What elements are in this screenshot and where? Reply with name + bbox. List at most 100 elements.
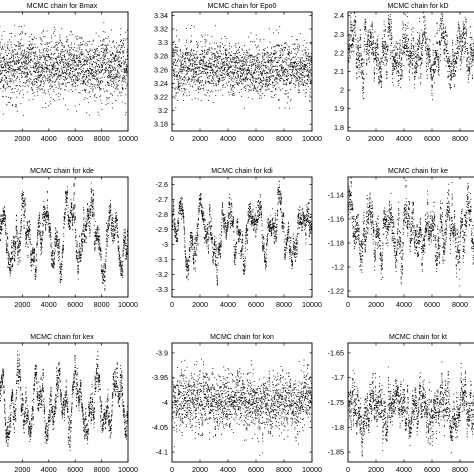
sample-point [218,83,220,85]
sample-point [380,65,382,67]
sample-point [207,50,209,52]
sample-point [31,38,33,40]
sample-point [92,57,94,59]
sample-point [255,88,257,90]
sample-point [85,71,87,73]
sample-point [20,32,21,34]
sample-point [390,58,392,59]
sample-point [291,71,293,73]
sample-point [177,81,179,83]
sample-point [404,33,406,35]
sample-point [250,72,252,74]
sample-point [40,84,42,86]
sample-point [109,54,111,56]
sample-point [404,44,406,45]
sample-point [227,64,229,66]
sample-point [283,71,284,73]
sample-point [88,78,90,80]
sample-point [306,92,307,94]
sample-point [58,84,60,86]
sample-point [7,64,9,66]
sample-point [5,67,7,69]
sample-point [299,78,300,80]
sample-point [103,51,105,53]
sample-point [62,69,63,71]
sample-point [268,72,270,74]
sample-point [1,72,3,74]
sample-point [410,51,412,53]
sample-point [67,82,69,83]
sample-point [83,89,85,91]
sample-point [122,60,124,62]
sample-point [178,85,180,87]
sample-point [404,48,406,50]
sample-point [93,51,95,53]
sample-point [260,85,262,87]
sample-point [195,84,197,85]
sample-point [305,64,307,66]
sample-point [118,44,120,46]
sample-point [119,64,121,66]
sample-point [384,41,386,43]
sample-point [230,85,231,87]
sample-point [59,62,61,63]
sample-point [207,53,209,55]
sample-point [29,71,31,72]
sample-point [44,67,46,68]
sample-point [393,61,395,62]
sample-point [33,57,35,59]
sample-point [253,72,255,74]
sample-point [300,63,302,65]
sample-point [253,71,255,73]
sample-point [273,66,275,67]
sample-point [375,52,377,53]
sample-point [110,53,112,55]
sample-point [121,86,123,88]
sample-point [45,77,47,79]
sample-point [228,56,229,58]
sample-point [256,71,257,73]
sample-point [387,46,389,48]
sample-point [296,76,298,78]
sample-point [197,77,199,79]
sample-point [266,46,268,48]
sample-point [52,68,54,70]
sample-point [26,56,27,58]
sample-point [69,49,71,51]
sample-point [408,62,410,64]
sample-point [206,68,208,70]
sample-point [59,55,61,57]
sample-point [174,52,176,53]
sample-point [349,36,351,38]
sample-point [181,79,183,81]
sample-point [256,58,258,60]
sample-point [195,64,197,66]
sample-point [2,45,4,47]
sample-point [107,52,109,54]
sample-point [63,72,65,73]
sample-point [1,76,3,78]
sample-point [357,58,359,60]
sample-point [271,46,273,48]
sample-point [41,69,43,71]
sample-point [352,46,354,48]
sample-point [25,60,27,62]
sample-point [31,82,32,84]
sample-point [293,56,295,58]
sample-point [203,89,205,91]
sample-point [7,101,9,103]
sample-point [92,91,94,93]
sample-point [83,80,85,82]
sample-point [252,73,254,75]
sample-point [22,85,24,87]
sample-point [104,45,106,47]
sample-point [225,48,227,50]
sample-point [287,64,289,66]
sample-point [26,71,28,73]
sample-point [126,48,128,50]
sample-point [236,79,238,81]
sample-point [19,69,21,71]
sample-point [69,72,71,74]
sample-point [257,53,259,55]
sample-point [23,94,24,96]
